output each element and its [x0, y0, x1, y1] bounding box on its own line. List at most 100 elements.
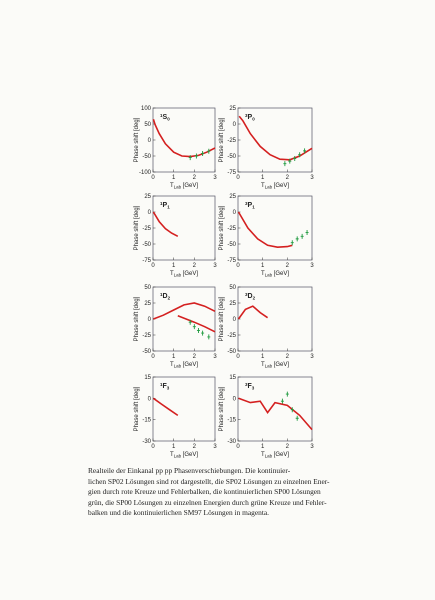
- phase-curve: [238, 397, 313, 431]
- caption-line: gien durch rote Kreuze und Fehlerbalken,…: [88, 487, 321, 497]
- label-letter: D: [248, 293, 253, 300]
- data-cross: [290, 240, 294, 246]
- y-tick-label: 50: [144, 285, 151, 291]
- label-sup: 1: [160, 382, 163, 387]
- caption-line: Realteile der Einkanal pp pp Phasenversc…: [88, 466, 291, 475]
- x-label-sub: Lab: [174, 364, 182, 369]
- x-tick-label: 3: [213, 354, 217, 360]
- data-cross: [280, 398, 284, 404]
- x-tick-label: 1: [261, 354, 265, 360]
- x-tick-label: 1: [172, 263, 176, 269]
- x-tick-label: 2: [286, 263, 290, 269]
- y-tick-label: -25: [142, 333, 151, 339]
- data-cross: [295, 415, 299, 421]
- x-label-main: T: [170, 183, 174, 189]
- panel: -30 -15 0 15 0 1 2 3 Phase shift [deg] TLab [GeV] 1…: [134, 375, 217, 459]
- y-axis-label: Phase shift [deg]: [219, 386, 225, 431]
- x-tick-label: 0: [236, 175, 240, 181]
- caption-line: lichen SP02 Lösungen sind rot dargestell…: [88, 476, 330, 486]
- x-axis-label: TLab [GeV]: [261, 183, 289, 190]
- x-tick-label: 3: [213, 444, 217, 450]
- panel: -30 -15 0 15 0 1 2 3 Phase shift [deg] TLab [GeV] 3…: [219, 375, 314, 459]
- y-tick-label: -50: [227, 349, 236, 355]
- panel-label: 3P0: [245, 113, 255, 122]
- data-cross: [201, 150, 205, 156]
- x-tick-label: 1: [172, 444, 176, 450]
- x-axis-label: TLab [GeV]: [170, 452, 198, 459]
- y-axis-label: Phase shift [deg]: [219, 205, 225, 250]
- phase-curve: [152, 397, 179, 417]
- x-label-main: T: [261, 362, 265, 368]
- label-sub: 3: [167, 386, 170, 391]
- y-tick-label: 0: [148, 210, 152, 216]
- label-sup: 1: [160, 292, 163, 297]
- x-label-main: T: [261, 271, 265, 277]
- panel-label: 1D2: [160, 292, 171, 301]
- data-cross: [298, 152, 302, 158]
- x-axis-label: TLab [GeV]: [170, 362, 198, 369]
- label-sub: 1: [167, 205, 170, 210]
- plot-frame: [152, 376, 216, 442]
- x-tick-label: 0: [236, 263, 240, 269]
- panel-label: 1F3: [160, 382, 170, 391]
- panel: -75 -50 -25 0 25 0 1 2 3 Phase shift [deg] TLab [Ge…: [134, 194, 217, 278]
- x-tick-label: 2: [193, 354, 197, 360]
- x-label-sub: Lab: [174, 185, 182, 190]
- data-cross: [293, 156, 297, 162]
- x-tick-label: 2: [193, 444, 197, 450]
- label-sub: 0: [167, 117, 170, 122]
- y-tick-label: 25: [144, 194, 151, 200]
- x-tick-label: 3: [213, 263, 217, 269]
- label-sub: 3: [252, 386, 255, 391]
- y-tick-label: -15: [142, 418, 151, 424]
- label-sup: 3: [245, 382, 248, 387]
- y-tick-label: -30: [227, 439, 236, 445]
- data-cross: [201, 330, 205, 336]
- y-tick-label: 50: [229, 285, 236, 291]
- x-tick-label: 0: [151, 175, 155, 181]
- y-axis-label: Phase shift [deg]: [219, 117, 225, 162]
- y-tick-label: 15: [229, 375, 236, 381]
- y-tick-label: 0: [148, 396, 152, 402]
- x-tick-label: 1: [172, 175, 176, 181]
- label-letter: D: [163, 293, 168, 300]
- panel-label: 3D2: [245, 292, 256, 301]
- panel-label: 1P1: [160, 201, 170, 210]
- y-tick-label: -75: [142, 258, 151, 264]
- x-label-unit: [GeV]: [183, 183, 199, 189]
- y-tick-label: 15: [144, 375, 151, 381]
- phase-curve: [237, 211, 293, 249]
- x-label-sub: Lab: [265, 273, 273, 278]
- x-label-sub: Lab: [265, 364, 273, 369]
- panel-label: 3P1: [245, 201, 255, 210]
- panel: -75 -50 -25 0 25 0 1 2 3 Phase shift [deg] TLab [Ge…: [219, 194, 314, 278]
- x-tick-label: 0: [236, 354, 240, 360]
- plot-frame: [237, 376, 313, 442]
- y-tick-label: -50: [227, 242, 236, 248]
- data-cross: [303, 148, 307, 154]
- data-cross: [290, 407, 294, 413]
- x-axis-label: TLab [GeV]: [170, 183, 198, 190]
- y-tick-label: 25: [229, 301, 236, 307]
- y-tick-label: -25: [227, 226, 236, 232]
- phase-curve: [177, 315, 216, 333]
- x-label-sub: Lab: [174, 454, 182, 459]
- caption-line: grün, die SP00 Lösungen zu einzelnen Ene…: [88, 497, 327, 507]
- x-tick-label: 0: [151, 444, 155, 450]
- label-letter: F: [163, 383, 168, 390]
- y-tick-label: -30: [142, 439, 151, 445]
- x-label-unit: [GeV]: [183, 362, 199, 368]
- x-tick-label: 1: [261, 263, 265, 269]
- caption: Realteile der Einkanal pp pp Phasenversc…: [88, 466, 358, 519]
- y-tick-label: -100: [139, 170, 152, 176]
- label-sup: 1: [160, 201, 163, 206]
- x-label-sub: Lab: [265, 454, 273, 459]
- caption-line: balken und die kontinuierlichen SM97 Lös…: [88, 508, 270, 518]
- y-tick-label: -75: [227, 258, 236, 264]
- y-tick-label: 50: [144, 122, 151, 128]
- y-axis-label: Phase shift [deg]: [219, 296, 225, 341]
